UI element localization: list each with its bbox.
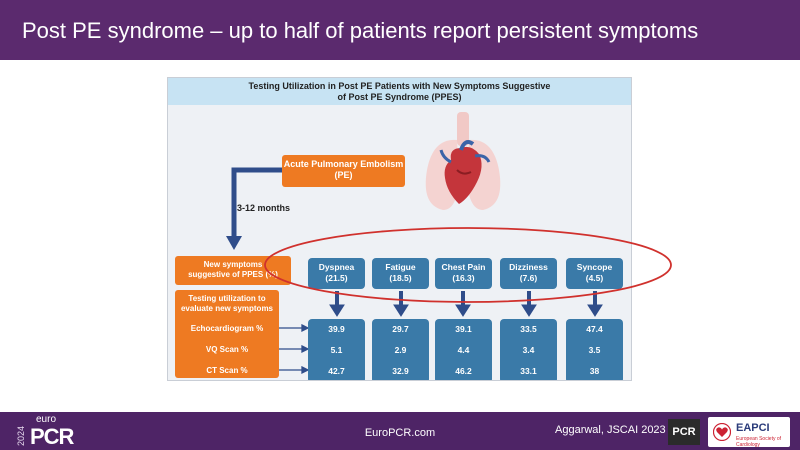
row-label-ct: CT Scan % [206, 366, 248, 375]
testing-heading-line2: evaluate new symptoms [180, 304, 274, 313]
acute-pe-abbrev: (PE) [334, 170, 353, 180]
value-echo: 29.7 [392, 324, 409, 334]
values-box-syncope: 47.4 3.5 38 [566, 319, 623, 380]
eapci-subtitle: European Society of Cardiology [736, 436, 782, 448]
value-echo: 39.1 [455, 324, 472, 334]
value-ct: 33.1 [520, 366, 537, 376]
values-box-dyspnea: 39.9 5.1 42.7 [308, 319, 365, 380]
value-vq: 3.5 [588, 345, 601, 355]
slide-header: Post PE syndrome – up to half of patient… [0, 0, 800, 60]
value-vq: 3.4 [522, 345, 535, 355]
value-echo: 39.9 [328, 324, 345, 334]
value-ct: 42.7 [328, 366, 345, 376]
symptom-name: Dyspnea [318, 262, 355, 272]
eapci-name: EAPCI [736, 422, 770, 434]
value-vq: 2.9 [394, 345, 407, 355]
symptom-percent: (7.6) [519, 273, 538, 283]
symptom-box-dizziness: Dizziness (7.6) [500, 258, 557, 289]
value-ct: 32.9 [392, 366, 409, 376]
figure-panel: Testing Utilization in Post PE Patients … [167, 77, 632, 381]
symptom-box-fatigue: Fatigue (18.5) [372, 258, 429, 289]
figure-title-line2: of Post PE Syndrome (PPES) [337, 92, 462, 102]
symptom-percent: (18.5) [389, 273, 412, 283]
symptom-name: Chest Pain [441, 262, 486, 272]
value-ct: 46.2 [455, 366, 472, 376]
values-box-chest-pain: 39.1 4.4 46.2 [435, 319, 492, 380]
symptom-percent: (16.3) [452, 273, 475, 283]
values-box-dizziness: 33.5 3.4 33.1 [500, 319, 557, 380]
testing-heading-line1: Testing utilization to [188, 294, 266, 303]
heart-lungs-illustration [425, 112, 501, 210]
row-label-vq: VQ Scan % [205, 345, 249, 354]
row-label-echo: Echocardiogram % [190, 324, 264, 333]
symptom-box-chest-pain: Chest Pain (16.3) [435, 258, 492, 289]
symptom-name: Syncope [576, 262, 613, 272]
figure-title: Testing Utilization in Post PE Patients … [168, 78, 631, 105]
highlight-ellipse [264, 227, 672, 303]
new-symptoms-box: New symptoms suggestive of PPES (%) [175, 256, 291, 285]
eapci-logo: EAPCI European Society of Cardiology [708, 417, 790, 448]
interval-label: 3-12 months [237, 203, 291, 213]
new-symptoms-line2: suggestive of PPES (%) [188, 270, 278, 279]
symptom-name: Fatigue [385, 262, 416, 272]
value-ct: 38 [589, 366, 600, 376]
value-echo: 33.5 [520, 324, 537, 334]
figure-arrows [226, 167, 603, 375]
value-vq: 5.1 [330, 345, 343, 355]
symptom-box-dyspnea: Dyspnea (21.5) [308, 258, 365, 289]
pcr-badge: PCR [668, 419, 700, 445]
footer-citation: Aggarwal, JSCAI 2023 [555, 424, 666, 436]
heart-icon [713, 423, 731, 441]
symptom-percent: (21.5) [325, 273, 348, 283]
figure-title-line1: Testing Utilization in Post PE Patients … [248, 81, 551, 91]
values-box-fatigue: 29.7 2.9 32.9 [372, 319, 429, 380]
slide-title: Post PE syndrome – up to half of patient… [22, 18, 699, 43]
acute-pe-box: Acute Pulmonary Embolism (PE) [282, 155, 405, 187]
new-symptoms-line1: New symptoms [203, 260, 263, 269]
acute-pe-label: Acute Pulmonary Embolism [283, 159, 404, 169]
symptom-name: Dizziness [509, 262, 548, 272]
value-echo: 47.4 [586, 324, 603, 334]
symptom-percent: (4.5) [585, 273, 604, 283]
footer-site: EuroPCR.com [364, 427, 436, 439]
value-vq: 4.4 [457, 345, 470, 355]
symptom-box-syncope: Syncope (4.5) [566, 258, 623, 289]
testing-heading: Testing utilization to evaluate new symp… [175, 294, 279, 314]
testing-utilization-box: Testing utilization to evaluate new symp… [175, 290, 279, 378]
logo-euro: euro [36, 414, 57, 425]
slide-footer [0, 412, 800, 450]
europcr-logo: PCR [30, 424, 74, 449]
